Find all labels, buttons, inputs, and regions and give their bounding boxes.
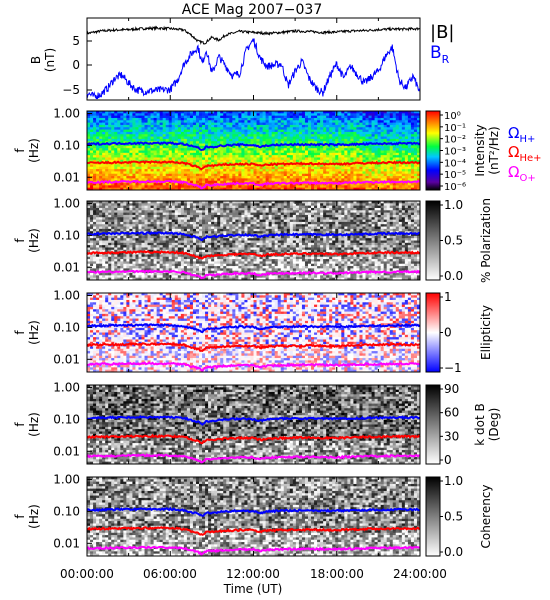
b-field-plot-frame	[87, 18, 420, 100]
kdotb-yunit: (Hz)	[27, 412, 41, 437]
intensity-ytick-1: 0.10	[53, 138, 80, 152]
intensity-colorbar-tick-0: 10⁰	[444, 111, 461, 122]
polarization-colorbar-tick-0: 1.0	[444, 198, 463, 212]
ellipticity-colorbar-tick-0: 1	[444, 290, 452, 304]
kdotb-colorbar-tick-1: 60	[444, 406, 459, 420]
intensity-ylabel: f	[13, 148, 27, 153]
kdotb-ytick-0: 1.00	[53, 381, 80, 395]
x-axis-label: Time (UT)	[223, 582, 283, 596]
coherency-ytick-2: 0.01	[53, 536, 80, 550]
ellipticity-colorbar-tick-2: −1	[444, 361, 462, 375]
chart-title: ACE Mag 2007−037	[182, 2, 322, 18]
coherency-yunit: (Hz)	[27, 504, 41, 529]
intensity-colorbar-tick-3: 10⁻³	[444, 147, 466, 158]
kdotb-colorbar-tick-0: 90	[444, 382, 459, 396]
intensity-ytick-0: 1.00	[53, 107, 80, 121]
ellipticity-colorbar-label: Ellipticity	[479, 305, 493, 360]
panel-coherency: 1.00 0.10 0.01 f (Hz) 1.0 0.5 0.0 Coherency	[13, 473, 493, 560]
coherency-colorbar-label: Coherency	[479, 484, 493, 548]
omega-legend: ΩH+ ΩHe+ ΩO+	[508, 124, 542, 184]
panel-polarization: 1.00 0.10 0.01 f (Hz) 1.0 0.5 0.0 % Polarization	[13, 197, 493, 284]
panel-ellipticity: 1.00 0.10 0.01 f (Hz) 1 0 −1 Ellipticity	[13, 289, 493, 376]
coherency-colorbar-tick-1: 0.5	[444, 510, 463, 524]
x-tick-label-1: 06:00:00	[143, 567, 197, 581]
legend-mag-b: |B|	[430, 22, 454, 43]
polarization-colorbar-tick-1: 0.5	[444, 234, 463, 248]
intensity-yunit: (Hz)	[27, 138, 41, 163]
coherency-colorbar	[426, 477, 440, 556]
kdotb-colorbar-unit: (Deg)	[487, 408, 501, 442]
coherency-ytick-0: 1.00	[53, 473, 80, 487]
x-tick-label-4: 24:00:00	[393, 567, 447, 581]
polarization-yunit: (Hz)	[27, 228, 41, 253]
coherency-ytick-1: 0.10	[53, 504, 80, 518]
intensity-colorbar	[426, 111, 440, 190]
b-field-ytick-m5: −5	[62, 83, 80, 97]
ellipticity-colorbar	[426, 293, 440, 372]
legend-omega-he: ΩHe+	[508, 143, 542, 164]
legend-br: BR	[430, 43, 450, 66]
kdotb-heatmap-cells	[87, 385, 420, 464]
kdotb-colorbar	[426, 385, 440, 464]
b-field-yunit: (nT)	[43, 48, 57, 72]
polarization-ytick-2: 0.01	[53, 260, 80, 274]
panel-kdotb: 1.00 0.10 0.01 f (Hz) 90 60 30 0 k dot B (Deg)	[13, 381, 501, 468]
kdotb-colorbar-tick-3: 0	[444, 453, 452, 467]
polarization-ylabel: f	[13, 238, 27, 243]
intensity-colorbar-tick-1: 10⁻¹	[444, 123, 466, 134]
intensity-ytick-2: 0.01	[53, 170, 80, 184]
ellipticity-ytick-0: 1.00	[53, 289, 80, 303]
x-axis: 00:00:00 06:00:00 12:00:00 18:00:00 24:0…	[60, 567, 447, 596]
intensity-colorbar-tick-6: 10⁻⁶	[444, 182, 466, 193]
b-field-ylabel: B	[29, 56, 43, 64]
ellipticity-ylabel: f	[13, 330, 27, 335]
polarization-colorbar-label: % Polarization	[479, 198, 493, 283]
kdotb-colorbar-label: k dot B	[473, 403, 487, 445]
ellipticity-ytick-1: 0.10	[53, 320, 80, 334]
kdotb-ytick-1: 0.10	[53, 412, 80, 426]
panel-b-field: B (nT) 5 0 −5 |B| BR	[29, 18, 454, 100]
kdotb-ylabel: f	[13, 422, 27, 427]
x-tick-label-3: 18:00:00	[310, 567, 364, 581]
x-tick-label-2: 12:00:00	[226, 567, 280, 581]
intensity-colorbar-label: Intensity	[473, 124, 487, 176]
polarization-heatmap-cells	[87, 201, 420, 280]
panel-intensity: 1.00 0.10 0.01 f (Hz) 10⁰10⁻¹10⁻²10⁻³10⁻⁴10⁻⁵…	[13, 107, 501, 194]
intensity-colorbar-unit: (nT²/Hz)	[487, 126, 501, 174]
kdotb-colorbar-tick-2: 30	[444, 429, 459, 443]
legend-omega-h: ΩH+	[508, 124, 535, 145]
ellipticity-yunit: (Hz)	[27, 320, 41, 345]
polarization-colorbar-tick-2: 0.0	[444, 269, 463, 283]
ellipticity-colorbar-tick-1: 0	[444, 326, 452, 340]
kdotb-ytick-2: 0.01	[53, 444, 80, 458]
b-field-ytick-0: 0	[72, 58, 80, 72]
polarization-ytick-0: 1.00	[53, 197, 80, 211]
legend-omega-o: ΩO+	[508, 163, 536, 184]
coherency-ylabel: f	[13, 514, 27, 519]
polarization-ytick-1: 0.10	[53, 228, 80, 242]
intensity-colorbar-tick-2: 10⁻²	[444, 135, 466, 146]
intensity-colorbar-tick-4: 10⁻⁴	[444, 158, 466, 169]
ellipticity-ytick-2: 0.01	[53, 352, 80, 366]
intensity-heatmap-cells	[87, 111, 420, 190]
x-tick-label-0: 00:00:00	[60, 567, 114, 581]
coherency-colorbar-tick-2: 0.0	[444, 545, 463, 559]
coherency-heatmap-cells	[87, 477, 420, 556]
coherency-colorbar-tick-0: 1.0	[444, 474, 463, 488]
b-field-ytick-5: 5	[72, 34, 80, 48]
ellipticity-heatmap-cells	[87, 293, 420, 372]
polarization-colorbar	[426, 201, 440, 280]
intensity-colorbar-tick-5: 10⁻⁵	[444, 170, 466, 181]
